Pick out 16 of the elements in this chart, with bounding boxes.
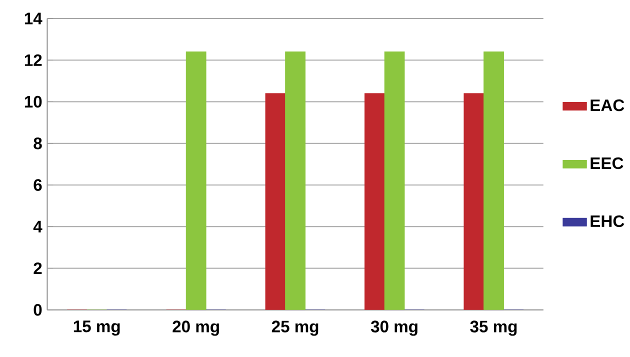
legend-label: EHC: [590, 215, 624, 227]
y-tick-label: 4: [33, 220, 42, 232]
y-tick-label: 8: [34, 137, 42, 150]
legend-label: EAC: [590, 99, 624, 112]
y-tick-label: 2: [34, 262, 42, 274]
y-tick-label: 0: [34, 304, 42, 316]
x-tick-label: 35 mg: [470, 320, 517, 336]
x-tick-label: 30 mg: [370, 320, 418, 336]
y-tick-label: 12: [24, 54, 42, 66]
y-tick-label: 14: [24, 12, 42, 24]
legend-label: EEC: [590, 157, 624, 170]
x-tick-label: 15 mg: [74, 320, 120, 336]
x-tick-label: 20 mg: [172, 320, 219, 336]
y-tick-label: 6: [34, 179, 42, 191]
x-tick-label: 25 mg: [272, 320, 318, 336]
y-tick-label: 10: [24, 96, 42, 108]
